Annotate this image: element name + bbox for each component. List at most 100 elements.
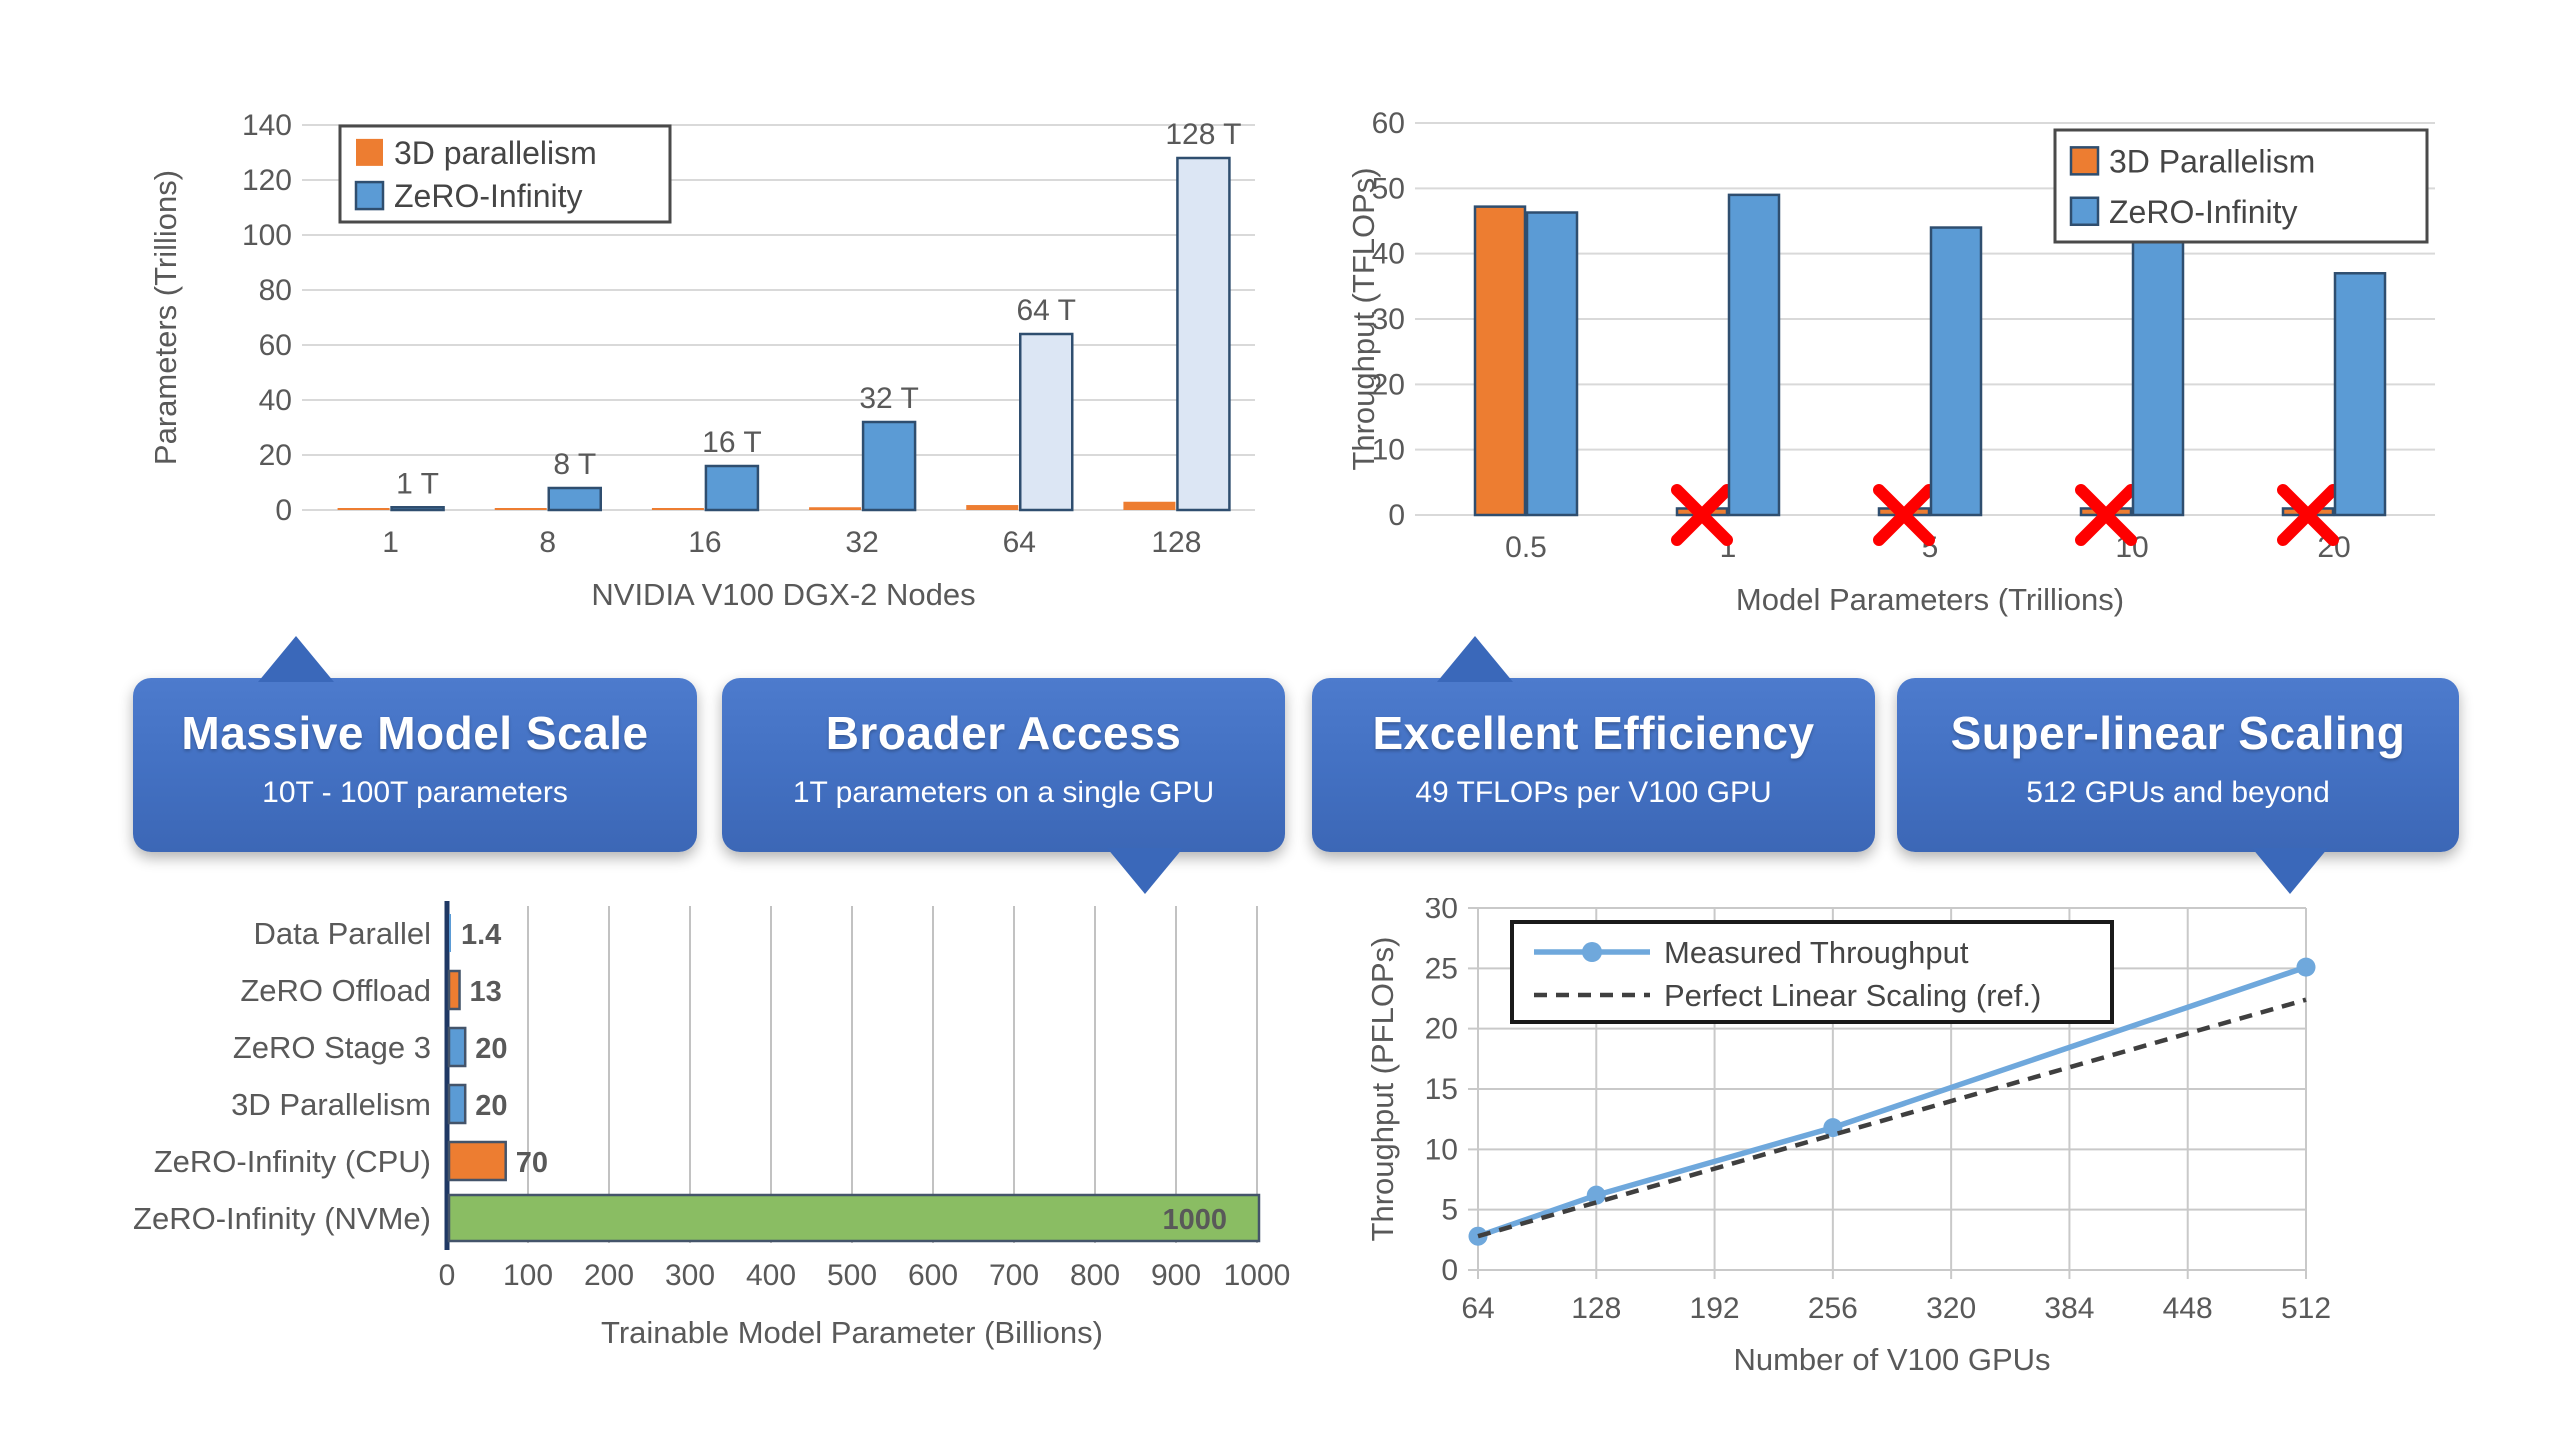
x-tick-label: 256 bbox=[1808, 1292, 1858, 1325]
legend-label: Measured Throughput bbox=[1664, 935, 1969, 970]
x-axis-title: Trainable Model Parameter (Billions) bbox=[601, 1315, 1103, 1350]
bar-3d-parallelism-128 bbox=[1123, 501, 1176, 510]
y-tick-label: 60 bbox=[259, 329, 292, 362]
bar-value-label: 13 bbox=[470, 976, 502, 1008]
callout-pointer-down-icon bbox=[1107, 848, 1183, 894]
x-tick-label: 400 bbox=[746, 1259, 796, 1292]
callout-title: Broader Access bbox=[825, 707, 1182, 759]
bar-zero-infinity-10 bbox=[2131, 236, 2185, 517]
category-label: 3D Parallelism bbox=[231, 1087, 431, 1122]
bar-3d-parallelism-32 bbox=[809, 507, 862, 510]
legend-swatch bbox=[354, 180, 385, 211]
x-tick-label: 600 bbox=[908, 1259, 958, 1292]
bar-3d-parallelism-1 bbox=[337, 508, 390, 510]
x-tick-label: 1 bbox=[382, 526, 399, 559]
bar-value-label: 1.4 bbox=[461, 919, 501, 951]
x-tick-label: 384 bbox=[2044, 1292, 2094, 1325]
bar-zero-infinity-cpu- bbox=[447, 1140, 507, 1182]
legend-label: 3D parallelism bbox=[394, 135, 597, 171]
y-axis-title: Parameters (Trillions) bbox=[148, 170, 183, 465]
y-tick-label: 15 bbox=[1425, 1073, 1458, 1106]
y-tick-label: 0 bbox=[1441, 1254, 1458, 1287]
chart-max-model-scale: 0 20 40 60 80 100 120 140 1 1 T 8 8 T 16 16 T 32 32 T 64… bbox=[148, 109, 1255, 612]
callout-subtitle: 512 GPUs and beyond bbox=[2026, 776, 2330, 809]
data-point-marker bbox=[1468, 1226, 1488, 1246]
legend-marker bbox=[1582, 942, 1602, 962]
y-tick-label: 5 bbox=[1441, 1194, 1458, 1227]
y-tick-label: 20 bbox=[259, 439, 292, 472]
bar-data-parallel bbox=[449, 914, 451, 952]
x-tick-label: 0 bbox=[439, 1259, 456, 1292]
category-label: Data Parallel bbox=[254, 916, 431, 951]
legend-box bbox=[338, 124, 672, 224]
bar-value-label: 1 T bbox=[396, 467, 439, 500]
bar-zero-infinity-5 bbox=[1929, 226, 1983, 517]
bar-value-label: 16 T bbox=[702, 426, 762, 459]
callout-subtitle: 10T - 100T parameters bbox=[262, 776, 568, 809]
bar-3d-parallelism bbox=[447, 1083, 467, 1125]
bar-3d-parallelism-8 bbox=[494, 508, 547, 510]
x-tick-label: 64 bbox=[1461, 1292, 1494, 1325]
legend-swatch bbox=[356, 138, 383, 166]
chart-superlinear-scaling: 0 5 10 15 20 25 30 64 128 192 256 320 384 448 512 Measu… bbox=[1365, 898, 2331, 1377]
legend-box bbox=[2053, 128, 2429, 244]
failed-x-icon bbox=[1873, 484, 1935, 546]
x-tick-label: 192 bbox=[1690, 1292, 1740, 1325]
y-tick-label: 10 bbox=[1372, 434, 1405, 467]
bar-zero-infinity-nvme- bbox=[447, 1193, 1261, 1243]
callout-title: Super-linear Scaling bbox=[1950, 707, 2406, 759]
bar-3d-parallelism-64 bbox=[966, 505, 1019, 510]
bar-zero-infinity-1 bbox=[390, 506, 445, 512]
bar-zero-infinity-20 bbox=[2333, 272, 2387, 517]
failed-x-icon bbox=[1671, 484, 1733, 546]
x-tick-label: 800 bbox=[1070, 1259, 1120, 1292]
bar-value-label: 20 bbox=[475, 1033, 507, 1065]
chart-max-model-size-single-gpu: 0 100 200 300 400 500 600 700 800 900 1000 Data Par… bbox=[133, 901, 1291, 1350]
bar-zero-infinity-1 bbox=[1727, 193, 1781, 517]
y-tick-label: 10 bbox=[1425, 1133, 1458, 1166]
x-tick-label: 128 bbox=[1151, 526, 1201, 559]
bar-value-label: 70 bbox=[516, 1147, 548, 1179]
y-tick-label: 0 bbox=[1388, 499, 1405, 532]
bar-value-label: 128 T bbox=[1165, 118, 1241, 151]
bar-value-label: 1000 bbox=[1162, 1204, 1227, 1236]
y-tick-label: 20 bbox=[1425, 1013, 1458, 1046]
x-tick-label: 200 bbox=[584, 1259, 634, 1292]
y-tick-label: 0 bbox=[275, 494, 292, 527]
callout-title: Massive Model Scale bbox=[181, 707, 649, 759]
series-line-measured-throughput bbox=[1477, 964, 2307, 1239]
x-tick-label: 16 bbox=[688, 526, 721, 559]
x-axis-title: NVIDIA V100 DGX-2 Nodes bbox=[591, 577, 975, 612]
callout-subtitle: 49 TFLOPs per V100 GPU bbox=[1415, 776, 1772, 809]
callout-pointer-down-icon bbox=[2252, 848, 2328, 894]
x-tick-label: 100 bbox=[503, 1259, 553, 1292]
x-tick-label: 300 bbox=[665, 1259, 715, 1292]
bar-3d-parallelism-16 bbox=[651, 508, 704, 510]
x-tick-label: 500 bbox=[827, 1259, 877, 1292]
legend-label: 3D Parallelism bbox=[2109, 143, 2315, 179]
legend-swatch bbox=[2069, 196, 2100, 227]
bar-3d-parallelism-0.5 bbox=[1473, 205, 1527, 517]
y-tick-label: 30 bbox=[1372, 303, 1405, 336]
y-tick-label: 60 bbox=[1372, 107, 1405, 140]
bar-zero-stage-3 bbox=[447, 1026, 467, 1068]
callout-excellent-efficiency: Excellent Efficiency 49 TFLOPs per V100 … bbox=[1312, 636, 1875, 852]
bar-zero-infinity-8 bbox=[547, 486, 602, 512]
bar-zero-infinity-32 bbox=[861, 420, 917, 512]
bar-zero-infinity-0.5 bbox=[1525, 211, 1579, 517]
bar-zero-offload bbox=[447, 969, 461, 1011]
y-tick-label: 40 bbox=[1372, 238, 1405, 271]
callout-pointer-up-icon bbox=[1437, 636, 1513, 682]
legend-label: ZeRO-Infinity bbox=[2109, 194, 2297, 230]
callout-broader-access: Broader Access 1T parameters on a single… bbox=[722, 678, 1285, 894]
legend-label: ZeRO-Infinity bbox=[394, 178, 582, 214]
x-tick-label: 32 bbox=[845, 526, 878, 559]
y-tick-label: 30 bbox=[1425, 898, 1458, 925]
x-tick-label: 1000 bbox=[1224, 1259, 1291, 1292]
category-label: ZeRO Stage 3 bbox=[233, 1030, 431, 1065]
x-tick-label: 512 bbox=[2281, 1292, 2331, 1325]
y-axis-title: Throughput (PFLOPs) bbox=[1365, 937, 1400, 1242]
y-tick-label: 140 bbox=[242, 109, 292, 142]
